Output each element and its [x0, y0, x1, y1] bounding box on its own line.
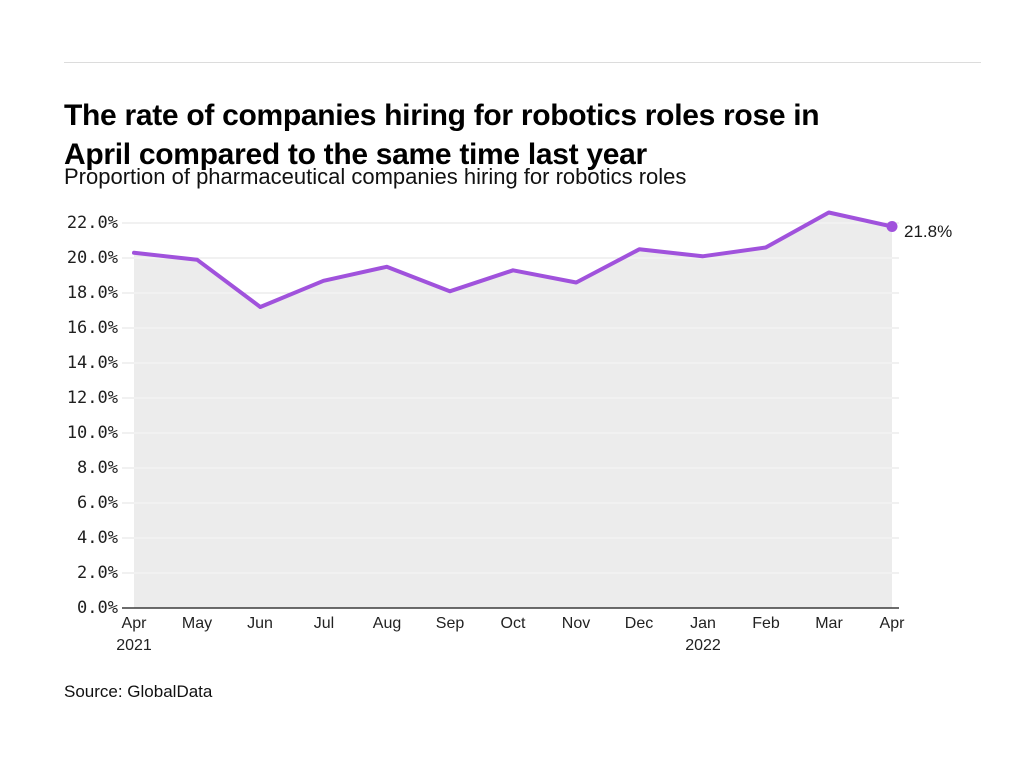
y-tick-label: 12.0%	[66, 388, 118, 408]
x-axis-year-label: 2022	[685, 637, 721, 654]
y-tick-label: 10.0%	[66, 423, 118, 443]
x-tick-label: May	[181, 615, 213, 632]
y-tick-label: 0.0%	[77, 598, 118, 618]
y-tick-label: 16.0%	[66, 318, 118, 338]
x-tick-label: Nov	[561, 615, 591, 632]
x-axis-year-label: 2021	[116, 637, 152, 654]
chart-subtitle: Proportion of pharmaceutical companies h…	[64, 164, 687, 189]
x-tick-label: Jan	[690, 615, 716, 632]
x-tick-label: Mar	[815, 615, 843, 632]
y-tick-label: 4.0%	[77, 528, 118, 548]
x-tick-label: Sep	[435, 615, 465, 632]
x-tick-label: Dec	[624, 615, 654, 632]
y-tick-label: 6.0%	[77, 493, 118, 513]
last-value-label: 21.8%	[904, 222, 953, 241]
y-tick-label: 14.0%	[66, 353, 118, 373]
y-tick-label: 2.0%	[77, 563, 118, 583]
x-tick-label: Jun	[247, 615, 273, 632]
y-tick-label: 22.0%	[66, 213, 118, 233]
x-tick-label: Aug	[372, 615, 402, 632]
data-line	[132, 210, 894, 309]
end-point-dot	[886, 221, 898, 232]
y-tick-label: 18.0%	[66, 283, 118, 303]
title-line-2: April compared to the same time last yea…	[64, 138, 647, 172]
y-tick-label: 20.0%	[66, 248, 118, 268]
x-tick-label: Apr	[879, 615, 905, 632]
x-tick-label: Oct	[500, 615, 526, 632]
source-note: Source: GlobalData	[64, 682, 213, 701]
y-tick-label: 8.0%	[77, 458, 118, 478]
page-title: The rate of companies hiring for robotic…	[64, 96, 964, 174]
top-divider	[64, 62, 981, 63]
x-tick-label: Feb	[752, 615, 780, 632]
title-line-1: The rate of companies hiring for robotic…	[64, 99, 820, 133]
x-tick-label: Jul	[313, 615, 335, 632]
x-tick-label: Apr	[121, 615, 147, 632]
area-fill	[134, 212, 892, 608]
